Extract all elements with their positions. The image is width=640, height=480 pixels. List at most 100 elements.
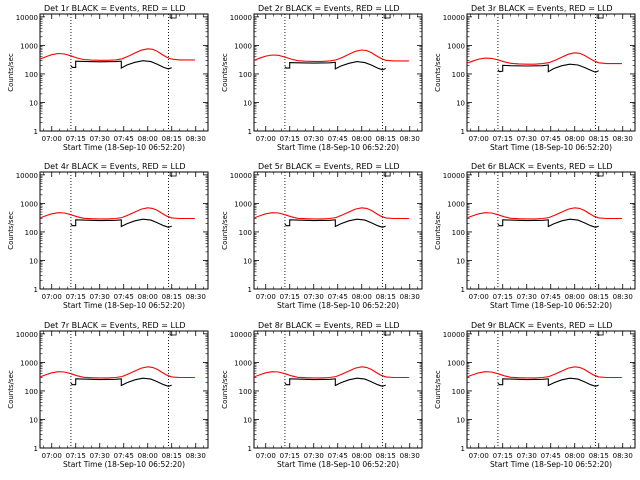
y-tick-label: 10000 (16, 14, 38, 22)
y-axis-label: Counts/sec (434, 211, 442, 250)
y-axis-label: Counts/sec (221, 53, 229, 92)
x-tick-label: 07:30 (517, 293, 537, 301)
x-tick-label: 07:00 (42, 293, 62, 301)
y-tick-label: 1 (248, 445, 252, 453)
x-axis-label: Start Time (18-Sep-10 06:52:20) (277, 460, 399, 469)
marker-box (169, 13, 177, 19)
series-lld-line (253, 49, 409, 62)
y-tick-label: 1000 (20, 200, 38, 208)
x-tick-label: 07:45 (114, 293, 134, 301)
y-tick-label: 1000 (447, 42, 465, 50)
y-tick-label: 1000 (234, 200, 252, 208)
y-tick-label: 100 (239, 71, 252, 79)
x-tick-label: 08:00 (352, 452, 372, 460)
y-tick-label: 10000 (443, 331, 465, 339)
y-axis-label: Counts/sec (7, 211, 15, 250)
x-tick-label: 07:45 (328, 135, 348, 143)
y-tick-label: 1 (461, 286, 465, 294)
series-lld-line (39, 207, 195, 220)
marker-box (169, 330, 177, 336)
x-tick-label: 08:30 (400, 452, 420, 460)
y-tick-label: 10 (243, 99, 252, 107)
series-events-line (70, 60, 172, 70)
x-tick-label: 07:15 (280, 452, 300, 460)
marker-box (383, 13, 391, 19)
x-tick-label: 07:15 (280, 135, 300, 143)
plot-frame (39, 171, 209, 290)
y-axis-label: Counts/sec (434, 370, 442, 409)
y-tick-label: 10000 (230, 14, 252, 22)
x-axis-label: Start Time (18-Sep-10 06:52:20) (63, 143, 185, 152)
y-tick-label: 10 (29, 257, 38, 265)
y-tick-label: 10000 (443, 172, 465, 180)
x-tick-label: 08:30 (613, 293, 633, 301)
x-tick-label: 07:15 (280, 293, 300, 301)
plot-frame (466, 13, 636, 132)
x-tick-label: 08:30 (613, 135, 633, 143)
x-tick-label: 07:45 (328, 452, 348, 460)
x-tick-label: 07:15 (493, 135, 513, 143)
y-tick-label: 100 (25, 388, 38, 396)
x-tick-label: 07:45 (541, 135, 561, 143)
y-tick-label: 10000 (16, 172, 38, 180)
panel-7: Det 7r BLACK = Events, RED = LLD 1 10 100 10… (7, 321, 209, 469)
panel-title: Det 1r BLACK = Events, RED = LLD (44, 4, 186, 13)
x-tick-label: 08:30 (400, 135, 420, 143)
y-axis-label: Counts/sec (221, 211, 229, 250)
y-axis-label: Counts/sec (434, 53, 442, 92)
x-tick-label: 07:30 (517, 452, 537, 460)
x-axis-label: Start Time (18-Sep-10 06:52:20) (490, 143, 612, 152)
x-tick-label: 08:30 (186, 135, 206, 143)
panel-title: Det 2r BLACK = Events, RED = LLD (258, 4, 400, 13)
panel-1: Det 1r BLACK = Events, RED = LLD 1 10 100 10… (7, 4, 209, 152)
y-tick-label: 1000 (234, 359, 252, 367)
x-tick-label: 07:30 (304, 135, 324, 143)
x-tick-label: 07:15 (493, 293, 513, 301)
panel-title: Det 6r BLACK = Events, RED = LLD (471, 162, 613, 171)
x-tick-label: 08:00 (138, 135, 158, 143)
x-tick-label: 08:00 (565, 293, 585, 301)
y-tick-label: 10 (456, 416, 465, 424)
x-tick-label: 08:15 (589, 135, 609, 143)
y-tick-label: 10000 (230, 331, 252, 339)
y-tick-label: 100 (239, 388, 252, 396)
marker-box (596, 330, 604, 336)
x-tick-label: 08:15 (162, 452, 182, 460)
x-tick-label: 07:00 (469, 293, 489, 301)
y-axis-label: Counts/sec (7, 53, 15, 92)
x-tick-label: 07:30 (517, 135, 537, 143)
x-tick-label: 08:15 (376, 452, 396, 460)
marker-box (596, 13, 604, 19)
plot-frame (253, 13, 423, 132)
y-tick-label: 10 (243, 416, 252, 424)
x-tick-label: 08:00 (565, 135, 585, 143)
x-tick-label: 08:00 (352, 293, 372, 301)
y-tick-label: 10 (29, 416, 38, 424)
series-lld-line (253, 366, 409, 379)
x-tick-label: 07:00 (256, 135, 276, 143)
x-tick-label: 07:15 (66, 293, 86, 301)
y-tick-label: 1000 (20, 42, 38, 50)
panel-3: Det 3r BLACK = Events, RED = LLD 1 10 100 10… (434, 4, 636, 152)
x-tick-label: 07:30 (90, 135, 110, 143)
x-axis-label: Start Time (18-Sep-10 06:52:20) (63, 301, 185, 310)
x-tick-label: 07:00 (42, 135, 62, 143)
y-tick-label: 1000 (234, 42, 252, 50)
x-tick-label: 07:30 (90, 293, 110, 301)
series-events-line (284, 61, 386, 71)
series-lld-line (466, 52, 622, 65)
x-tick-label: 08:00 (352, 135, 372, 143)
panel-title: Det 7r BLACK = Events, RED = LLD (44, 321, 186, 330)
y-tick-label: 100 (25, 229, 38, 237)
plot-frame (39, 330, 209, 449)
x-tick-label: 07:15 (493, 452, 513, 460)
x-tick-label: 08:30 (400, 293, 420, 301)
series-events-line (284, 218, 386, 228)
x-tick-label: 08:15 (162, 293, 182, 301)
x-tick-label: 07:45 (541, 293, 561, 301)
plot-frame (253, 171, 423, 290)
series-lld-line (466, 207, 622, 220)
x-tick-label: 08:15 (589, 293, 609, 301)
panel-title: Det 8r BLACK = Events, RED = LLD (258, 321, 400, 330)
